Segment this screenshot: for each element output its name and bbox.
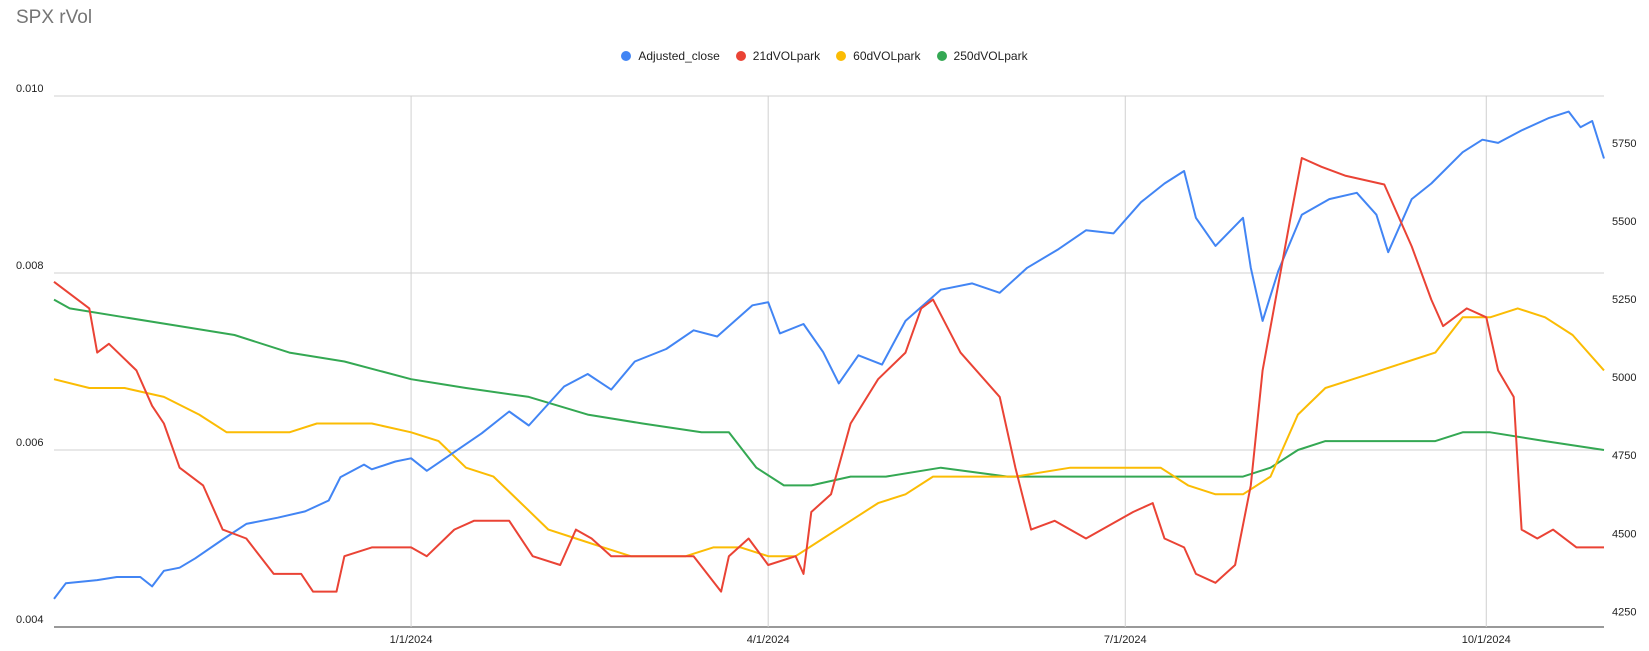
y-right-tick-label: 4500: [1612, 528, 1636, 540]
legend: Adjusted_close 21dVOLpark 60dVOLpark 250…: [0, 49, 1649, 63]
x-tick-label: 7/1/2024: [1104, 634, 1147, 646]
y-left-tick-label: 0.008: [16, 260, 44, 272]
legend-swatch-21d: [735, 51, 746, 61]
y-right-tick-label: 5000: [1612, 372, 1636, 384]
series-line-adjusted-close: [53, 110, 1605, 600]
y-left-tick-label: 0.006: [16, 437, 44, 449]
y-left-tick-label: 0.004: [16, 614, 44, 626]
legend-swatch-250d: [936, 51, 947, 61]
legend-label-adjusted-close: Adjusted_close: [638, 49, 720, 63]
x-tick-label: 4/1/2024: [747, 634, 790, 646]
y-right-tick-label: 4750: [1612, 450, 1636, 462]
series-lines: [53, 110, 1605, 600]
chart-title: SPX rVol: [16, 7, 93, 28]
y-right-tick-label: 5750: [1612, 138, 1636, 150]
legend-label-21d: 21dVOLpark: [752, 49, 821, 63]
legend-label-60d: 60dVOLpark: [853, 49, 921, 63]
legend-item-21d[interactable]: 21dVOLpark: [735, 49, 821, 63]
grid: [54, 95, 1604, 628]
y-left-tick-label: 0.010: [16, 83, 44, 95]
y-right-tick-label: 4250: [1612, 606, 1636, 618]
series-line-250dvolpark: [53, 298, 1605, 487]
legend-swatch-adjusted-close: [621, 51, 632, 61]
legend-item-250d[interactable]: 250dVOLpark: [936, 49, 1028, 63]
x-tick-label: 10/1/2024: [1462, 634, 1511, 646]
legend-swatch-60d: [836, 51, 847, 61]
tick-labels: 0.010 0.008 0.006 0.004 5750 5500 5250 5000 4750…: [16, 83, 1636, 646]
x-tick-label: 1/1/2024: [390, 634, 433, 646]
y-right-tick-label: 5500: [1612, 216, 1636, 228]
y-right-tick-label: 5250: [1612, 294, 1636, 306]
legend-item-60d[interactable]: 60dVOLpark: [836, 49, 921, 63]
series-line-60dvolpark: [53, 307, 1605, 558]
series-line-21dvolpark: [53, 157, 1604, 593]
legend-label-250d: 250dVOLpark: [953, 49, 1028, 63]
legend-item-adjusted-close[interactable]: Adjusted_close: [621, 49, 720, 63]
